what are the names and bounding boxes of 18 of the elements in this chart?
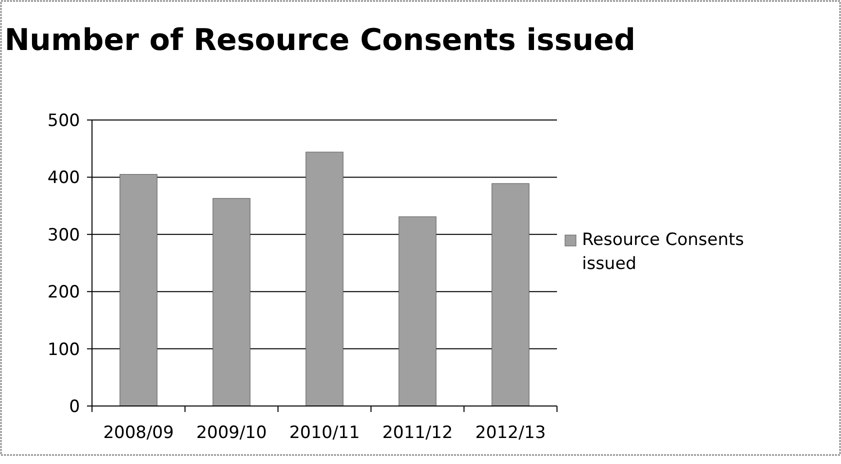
bar <box>492 183 530 406</box>
bar <box>398 216 436 406</box>
y-tick-label: 400 <box>48 168 80 188</box>
bar <box>120 174 158 406</box>
x-tick-label: 2011/12 <box>382 423 453 443</box>
y-tick-label: 500 <box>48 110 80 131</box>
y-tick-label: 300 <box>48 225 80 246</box>
bar <box>306 152 344 406</box>
bar <box>212 198 250 406</box>
chart-title: Number of Resource Consents issued <box>4 23 636 58</box>
x-tick-label: 2012/13 <box>475 423 546 443</box>
x-tick-label: 2008/09 <box>103 423 174 443</box>
legend-label: Resource Consents issued <box>582 230 744 274</box>
x-tick-label: 2010/11 <box>289 423 360 443</box>
y-tick-label: 0 <box>69 396 80 417</box>
y-tick-label: 200 <box>48 282 80 303</box>
x-tick-label: 2009/10 <box>196 423 267 443</box>
y-tick-label: 100 <box>48 340 80 360</box>
